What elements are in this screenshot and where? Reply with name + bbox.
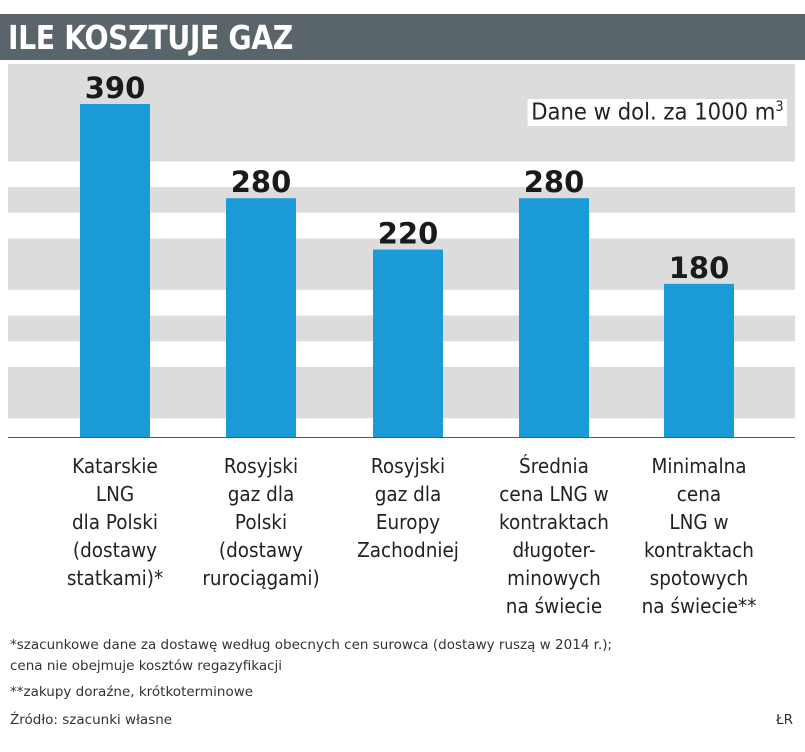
category-label-2: Rosyjski gaz dla Polski (dostawy rurocią… [202, 454, 320, 590]
source-note: Źródło: szacunki własne [10, 712, 173, 728]
bar-chart: 390 280 220 280 180 [8, 71, 795, 438]
bar-1 [80, 104, 150, 438]
bar-value-label-3: 220 [378, 217, 439, 251]
bar-3 [373, 249, 443, 438]
author-initials: ŁR [776, 712, 793, 728]
footnote-3: **zakupy doraźne, krótkoterminowe [10, 684, 254, 700]
category-label-5: Minimalna cena LNG w kontraktach spotowy… [641, 454, 757, 618]
bar-5 [664, 283, 734, 438]
footnote-2: cena nie obejmuje kosztów regazyfikacji [10, 658, 283, 674]
chart-title: ILE KOSZTUJE GAZ [8, 18, 293, 57]
category-label-3: Rosyjski gaz dla Europy Zachodniej [357, 454, 459, 562]
header-bar: ILE KOSZTUJE GAZ [0, 14, 805, 60]
footnote-1: *szacunkowe dane za dostawę według obecn… [10, 637, 613, 653]
bar-4 [519, 198, 589, 438]
bar-value-label-1: 390 [85, 71, 146, 105]
bar-value-label-2: 280 [231, 165, 292, 199]
bar-value-label-5: 180 [669, 251, 730, 285]
category-label-1: Katarskie LNG dla Polski (dostawy statka… [66, 454, 164, 590]
bar-2 [226, 198, 296, 438]
category-label-4: Średnia cena LNG w kontraktach długoter-… [499, 454, 609, 618]
plot-area: 390 280 220 280 180 [8, 64, 795, 438]
bar-value-label-4: 280 [524, 165, 585, 199]
unit-label: Dane w dol. za 1000 m3 [527, 99, 787, 126]
